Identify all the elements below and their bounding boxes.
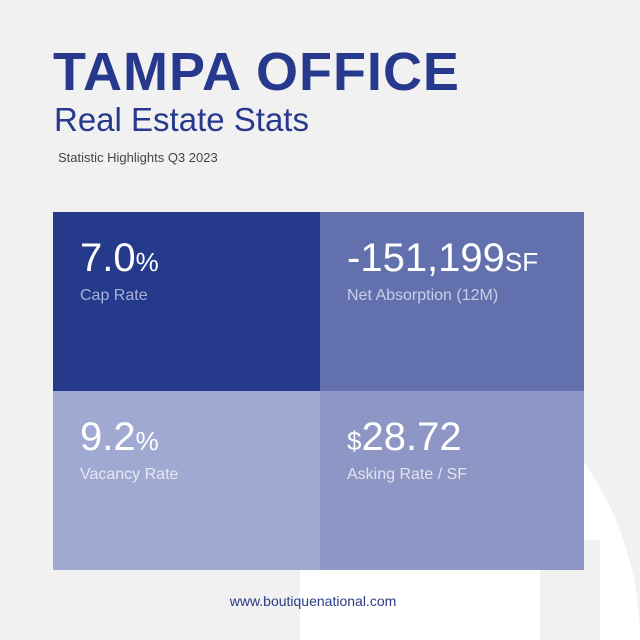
stat-label: Net Absorption (12M) [347, 287, 499, 304]
stat-value: -151,199SF [347, 236, 539, 280]
page-subtitle: Real Estate Stats [54, 101, 309, 138]
stat-label: Vacancy Rate [80, 466, 179, 483]
stat-value: 9.2% [80, 415, 159, 459]
stat-label: Asking Rate / SF [347, 466, 468, 483]
stat-tile-vacancy-rate: 9.2% Vacancy Rate [53, 391, 320, 570]
stat-tile-cap-rate: 7.0% Cap Rate [53, 212, 320, 391]
stat-value: 7.0% [80, 236, 159, 280]
stats-grid: 7.0% Cap Rate -151,199SF Net Absorption … [53, 212, 584, 570]
stat-tile-asking-rate: $28.72 Asking Rate / SF [320, 391, 584, 570]
stat-tile-net-absorption: -151,199SF Net Absorption (12M) [320, 212, 584, 391]
page-title: TAMPA OFFICE [53, 42, 460, 102]
highlights-caption: Statistic Highlights Q3 2023 [58, 150, 218, 165]
stat-label: Cap Rate [80, 287, 148, 304]
website-link[interactable]: www.boutiquenational.com [229, 593, 397, 609]
stat-value: $28.72 [347, 415, 462, 459]
